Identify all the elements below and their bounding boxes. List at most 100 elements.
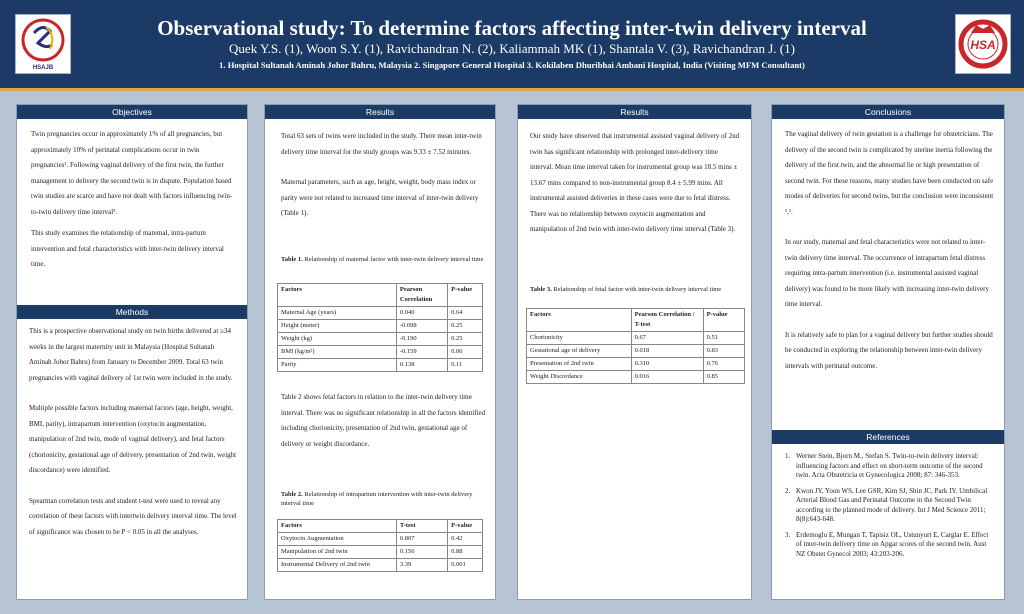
column-results-1: Results Total 63 sets of twins were incl…: [264, 104, 496, 600]
table-header-cell: Pearson Correlation: [395, 283, 449, 307]
table-row: Manipulation of 2nd twin 0.156 0.88: [277, 545, 483, 559]
conclusions-paragraph-2: In our study, maternal and fetal charact…: [785, 238, 989, 308]
table-row: Gestational age of delivery 0.018 0.83: [526, 344, 746, 358]
table-cell: 0.310: [630, 357, 704, 371]
table-cell: Oxytocin Augmentation: [277, 532, 397, 546]
results-2-body: Our study have observed that instrumenta…: [518, 119, 751, 238]
references-heading: References: [772, 430, 1004, 444]
table-row: Parity 0.138 0.11: [277, 358, 483, 372]
table-3-caption-label: Table 3.: [530, 286, 552, 293]
table-cell: 0.156: [395, 545, 449, 559]
table-row: Presentation of 2nd twin 0.310 0.76: [526, 357, 746, 371]
table-header-cell: P-value: [447, 283, 483, 307]
objectives-heading: Objectives: [17, 105, 247, 119]
table-header-row: Factors T-test P-value: [277, 519, 483, 533]
objectives-paragraph-1: Twin pregnancies occur in approximately …: [31, 130, 233, 216]
table-cell: Weight (kg): [277, 332, 397, 346]
table-cell: Weight Discordance: [526, 370, 632, 384]
column-results-2: Results Our study have observed that ins…: [517, 104, 752, 600]
table-cell: Maternal Age (years): [277, 306, 397, 320]
table-1-caption-text: Relationship of maternal factor with int…: [302, 256, 484, 263]
table-row: Height (meter) -0.098 0.25: [277, 319, 483, 333]
table-cell: 0.67: [630, 331, 704, 345]
table-cell: Height (meter): [277, 319, 397, 333]
hsa-logo-icon: HSA: [958, 19, 1008, 69]
table-row: Weight Discordance 0.016 0.85: [526, 370, 746, 384]
table-row: BMI (kg/m²) -0.159 0.06: [277, 345, 483, 359]
table-1-caption: Table 1. Relationship of maternal factor…: [281, 255, 485, 264]
table-cell: 0.06: [447, 345, 483, 359]
column-conclusions-references: Conclusions The vaginal delivery of twin…: [771, 104, 1005, 600]
column-objectives-methods: Objectives Twin pregnancies occur in app…: [16, 104, 248, 600]
table-cell: 0.018: [630, 344, 704, 358]
table-cell: 0.88: [447, 545, 483, 559]
table-cell: Chorionicity: [526, 331, 632, 345]
table-cell: Manipulation of 2nd twin: [277, 545, 397, 559]
table-cell: 0.138: [395, 358, 449, 372]
results-heading-2: Results: [518, 105, 751, 119]
poster-header: HSAJB Observational study: To determine …: [0, 0, 1024, 88]
table-cell: 0.76: [702, 357, 746, 371]
methods-paragraph-3: Spearman correlation tests and student t…: [29, 496, 237, 536]
logo-left-label: HSAJB: [33, 65, 54, 71]
table-header-cell: T-test: [395, 519, 449, 533]
table-header-row: Factors Pearson Correlation P-value: [277, 283, 483, 307]
conclusions-heading: Conclusions: [772, 105, 1004, 119]
reference-item-3: Erdemoglu E, Mungan T, Tapisiz OL, Ustun…: [792, 531, 994, 560]
table-header-cell: Factors: [526, 308, 632, 332]
references-list: Werner Stein, Bjorn M., Stefan S. Twin-t…: [778, 452, 994, 565]
methods-paragraph-2: Multiple possible factors including mate…: [29, 404, 237, 474]
table-cell: 0.25: [447, 319, 483, 333]
table-row: Maternal Age (years) 0.040 0.64: [277, 306, 483, 320]
table-3: Factors Pearson Correlation / T-test P-val…: [526, 308, 746, 384]
table-row: Oxytocin Augmentation 0.807 0.42: [277, 532, 483, 546]
table-row: Instrumental Delivery of 2nd twin 3.39 0.0…: [277, 558, 483, 572]
table-cell: 0.85: [702, 370, 746, 384]
table-header-cell: P-value: [447, 519, 483, 533]
poster-affiliations: 1. Hospital Sultanah Aminah Johor Bahru,…: [219, 60, 805, 70]
hospital-logo-right: HSA: [955, 14, 1011, 74]
table-3-caption-text: Relationship of fetal factor with inter-…: [551, 286, 722, 293]
table-3-caption: Table 3. Relationship of fetal factor wi…: [530, 285, 741, 294]
table-cell: 0.51: [702, 331, 746, 345]
results-1-paragraph-2: Maternal parameters, such as age, height…: [281, 178, 479, 217]
table-1: Factors Pearson Correlation P-value Materna…: [277, 283, 483, 372]
table-header-cell: Factors: [277, 283, 397, 307]
table-cell: 0.64: [447, 306, 483, 320]
results-1-paragraph-3: Table 2 shows fetal factors in relation …: [281, 393, 486, 448]
objectives-body: Twin pregnancies occur in approximately …: [17, 119, 247, 273]
table-cell: -0.190: [395, 332, 449, 346]
table-cell: BMI (kg/m²): [277, 345, 397, 359]
table-cell: Instrumental Delivery of 2nd twin: [277, 558, 397, 572]
table-cell: Presentation of 2nd twin: [526, 357, 632, 371]
table-2-caption-text: Relationship of intrapartum intervention…: [281, 491, 473, 507]
table-cell: 0.83: [702, 344, 746, 358]
poster-authors: Quek Y.S. (1), Woon S.Y. (1), Ravichandr…: [229, 41, 795, 56]
table-cell: 3.39: [395, 558, 449, 572]
methods-paragraph-1: This is a prospective observational stud…: [29, 327, 233, 382]
methods-heading: Methods: [17, 305, 247, 319]
table-header-cell: Factors: [277, 519, 397, 533]
table-cell: 0.11: [447, 358, 483, 372]
table-cell: -0.159: [395, 345, 449, 359]
logo-right-label: HSA: [970, 38, 995, 52]
reference-item-2: Kwon JY, Yoon WS, Lee GSR, Kim SJ, Shin …: [792, 487, 994, 525]
conclusions-paragraph-1: The vaginal delivery of twin gestation i…: [785, 130, 994, 216]
table-2-caption: Table 2. Relationship of intrapartum int…: [281, 490, 479, 508]
hospital-logo-left: HSAJB: [15, 14, 71, 74]
table-row: Weight (kg) -0.190 0.25: [277, 332, 483, 346]
table-cell: 0.807: [395, 532, 449, 546]
objectives-paragraph-2: This study examines the relationship of …: [31, 229, 224, 268]
table-cell: -0.098: [395, 319, 449, 333]
table-2-caption-label: Table 2.: [281, 491, 303, 498]
results-2-paragraph-1: Our study have observed that instrumenta…: [530, 132, 740, 233]
table-1-caption-label: Table 1.: [281, 256, 303, 263]
table-header-cell: Pearson Correlation / T-test: [630, 308, 704, 332]
table-row: Chorionicity 0.67 0.51: [526, 331, 746, 345]
methods-body: This is a prospective observational stud…: [29, 324, 237, 540]
results-1-intro: Total 63 sets of twins were included in …: [265, 119, 495, 222]
poster-title: Observational study: To determine factor…: [157, 16, 867, 40]
results-1-fetal-text: Table 2 shows fetal factors in relation …: [281, 390, 487, 452]
header-accent-stripe: [0, 88, 1024, 91]
table-header-cell: P-value: [702, 308, 746, 332]
